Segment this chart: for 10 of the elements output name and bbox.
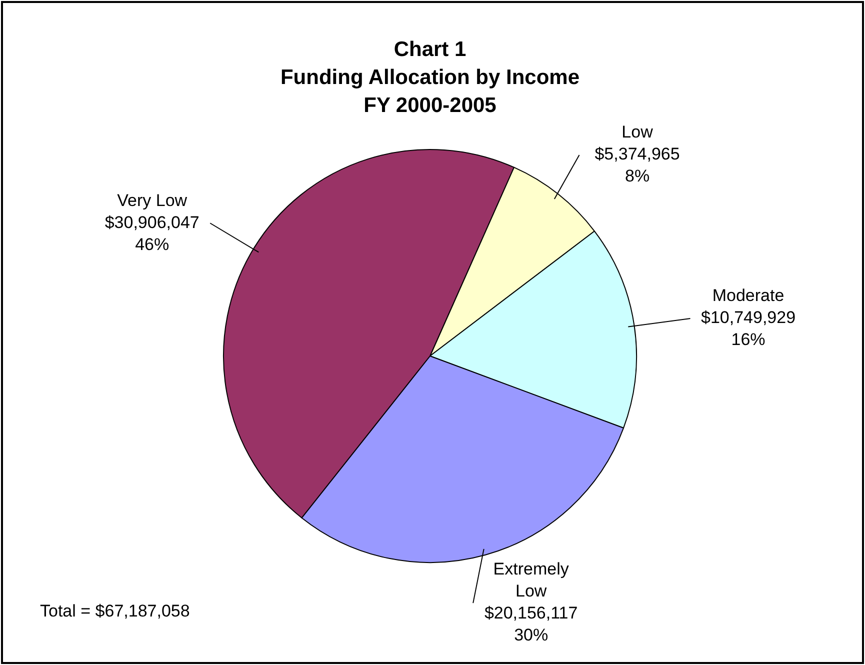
data-label: $10,749,929 16% <box>700 308 796 350</box>
data-label: $5,374,965 8% <box>594 144 680 186</box>
slice-label: Low <box>622 122 654 142</box>
data-label: $20,156,117 30% <box>484 604 578 645</box>
text: Total = $67,187,058 <box>40 602 190 621</box>
slice-label: Extremely Low <box>493 560 570 601</box>
slice-label: Very Low <box>117 190 188 210</box>
chart-title: Chart 1 Funding Allocation by Income FY 2000-2005 <box>280 38 580 117</box>
data-label: $30,906,047 46% <box>104 212 200 254</box>
slice-label: Moderate <box>712 286 784 306</box>
